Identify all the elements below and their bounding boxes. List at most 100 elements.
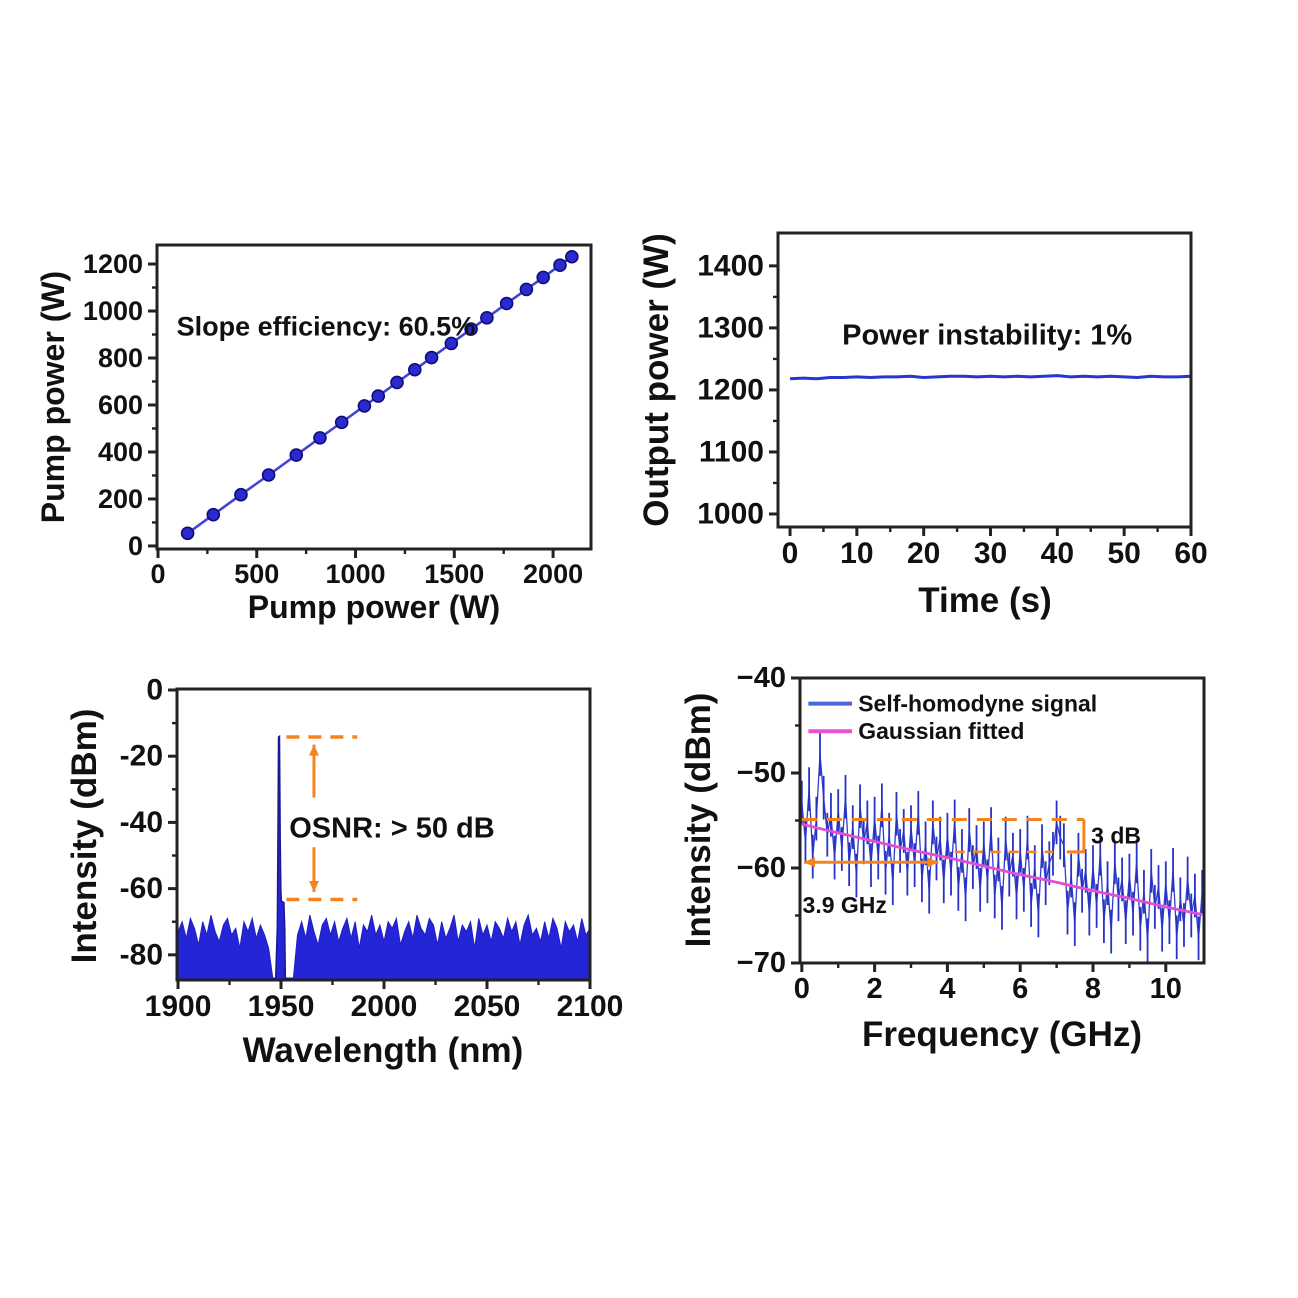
- x-tick-label: 2050: [454, 990, 521, 1023]
- x-tick-label: 500: [234, 559, 279, 589]
- x-tick-label: 40: [1041, 537, 1074, 570]
- panel-optical-spectrum: 1900 1950 2000 2050 2100 0 -20 -40 -60 -80 Wavelen…: [65, 673, 623, 1070]
- x-tick-label: 2000: [351, 990, 418, 1023]
- y-tick-label: -60: [120, 872, 163, 905]
- arrowhead: [804, 857, 816, 868]
- data-point: [261, 468, 276, 482]
- ticks: 0 2 4 6 8 10 −40 −50 −60 −70: [737, 662, 1182, 1005]
- x-tick-label: 1500: [424, 559, 484, 589]
- data-point: [464, 322, 478, 336]
- y-tick-label: 400: [98, 437, 143, 467]
- x-tick-label: 2100: [557, 990, 624, 1023]
- data-point: [313, 431, 327, 445]
- data-point: [357, 399, 372, 413]
- y-axis-label: Pump power (W): [35, 271, 71, 523]
- x-tick-label: 60: [1174, 537, 1207, 570]
- data-point: [480, 311, 494, 325]
- data-point: [536, 270, 550, 285]
- data-point: [234, 487, 248, 502]
- data-point: [444, 336, 459, 351]
- data-point: [390, 375, 404, 390]
- data-line: [789, 374, 1192, 381]
- data-point: [371, 389, 386, 403]
- y-tick-label: 0: [128, 531, 143, 561]
- x-tick-label: 1000: [325, 559, 385, 589]
- x-tick-label: 20: [907, 537, 940, 570]
- y-tick-label: -80: [120, 938, 163, 971]
- y-tick-label: -40: [120, 806, 163, 839]
- y-tick-label: 600: [98, 390, 143, 420]
- annotation-text: Slope efficiency: 60.5%: [177, 311, 476, 341]
- arrowhead: [927, 857, 939, 868]
- x-tick-label: 6: [1012, 973, 1028, 1005]
- data-point: [424, 350, 439, 365]
- y-axis-label: Output power (W): [637, 233, 676, 527]
- x-tick-label: 0: [782, 537, 799, 570]
- data-point: [407, 362, 422, 377]
- x-tick-label: 30: [974, 537, 1007, 570]
- y-tick-label: 1200: [83, 249, 143, 279]
- plot-frame: [776, 231, 1193, 529]
- x-tick-label: 1950: [248, 990, 315, 1023]
- annotation-text: Power instability: 1%: [842, 319, 1132, 351]
- annotation-text: 3 dB: [1091, 823, 1141, 849]
- x-axis-label: Wavelength (nm): [243, 1031, 524, 1070]
- data-point: [499, 296, 514, 311]
- x-axis-label: Time (s): [918, 581, 1052, 620]
- y-axis-label: Intensity (dBm): [65, 709, 104, 964]
- y-axis-label: Intensity (dBm): [679, 693, 718, 948]
- x-tick-label: 8: [1085, 973, 1101, 1005]
- signal-peak: [274, 734, 287, 981]
- data-point: [553, 258, 567, 273]
- x-tick-label: 2000: [523, 559, 583, 589]
- y-tick-label: 1100: [699, 435, 764, 468]
- x-tick-label: 1900: [145, 990, 212, 1023]
- panel-power-stability: 0 10 20 30 40 50 60 1000 1100 1200 1300 1400 Time (s…: [637, 231, 1208, 620]
- y-tick-label: −50: [737, 757, 786, 789]
- noise-floor: [177, 913, 591, 981]
- gaussian-fit-line: [801, 822, 1203, 916]
- annotation-text: OSNR: > 50 dB: [289, 812, 494, 844]
- y-tick-label: 1000: [697, 497, 764, 530]
- arrowhead: [308, 880, 319, 892]
- x-tick-label: 4: [939, 973, 955, 1005]
- ticks: 0 500 1000 1500 2000 0 200 400 600 800 1000 1200: [83, 249, 583, 589]
- y-tick-label: -20: [120, 740, 163, 773]
- data-point: [206, 507, 221, 522]
- x-tick-label: 50: [1107, 537, 1140, 570]
- panel-rf-spectrum: 0 2 4 6 8 10 −40 −50 −60 −70 Frequency (GHz) Intens…: [679, 662, 1206, 1054]
- data-point: [334, 415, 349, 430]
- x-tick-label: 10: [1150, 973, 1182, 1005]
- x-tick-label: 0: [794, 973, 810, 1005]
- arrowhead: [308, 744, 319, 756]
- x-axis-label: Pump power (W): [248, 589, 500, 625]
- annotation-text: 3.9 GHz: [803, 892, 887, 918]
- data-point: [180, 526, 195, 541]
- legend-label: Self-homodyne signal: [858, 691, 1097, 717]
- y-tick-label: 0: [146, 673, 163, 706]
- x-tick-label: 0: [150, 559, 165, 589]
- y-tick-label: 1000: [83, 296, 143, 326]
- y-tick-label: −40: [737, 662, 786, 694]
- plot-frame: [155, 243, 593, 551]
- legend-label: Gaussian fitted: [858, 718, 1024, 744]
- annotation-bracket: [1066, 819, 1086, 854]
- ticks: 1900 1950 2000 2050 2100 0 -20 -40 -60 -80: [120, 673, 624, 1022]
- y-tick-label: 1200: [697, 373, 764, 406]
- x-tick-label: 2: [867, 973, 883, 1005]
- y-tick-label: 1400: [697, 249, 764, 282]
- data-point: [519, 282, 534, 297]
- data-point: [565, 249, 579, 264]
- noisy-signal-bars: [800, 732, 1204, 963]
- y-tick-label: −70: [737, 947, 786, 979]
- y-tick-label: 1300: [697, 311, 764, 344]
- y-tick-label: −60: [737, 852, 786, 884]
- data-point: [289, 448, 304, 462]
- y-tick-label: 200: [98, 484, 143, 514]
- x-axis-label: Frequency (GHz): [862, 1015, 1142, 1054]
- ticks: 0 10 20 30 40 50 60 1000 1100 1200 1300 1400: [697, 249, 1207, 569]
- panel-slope-efficiency: 0 500 1000 1500 2000 0 200 400 600 800 1000 1200 Pum…: [35, 243, 593, 625]
